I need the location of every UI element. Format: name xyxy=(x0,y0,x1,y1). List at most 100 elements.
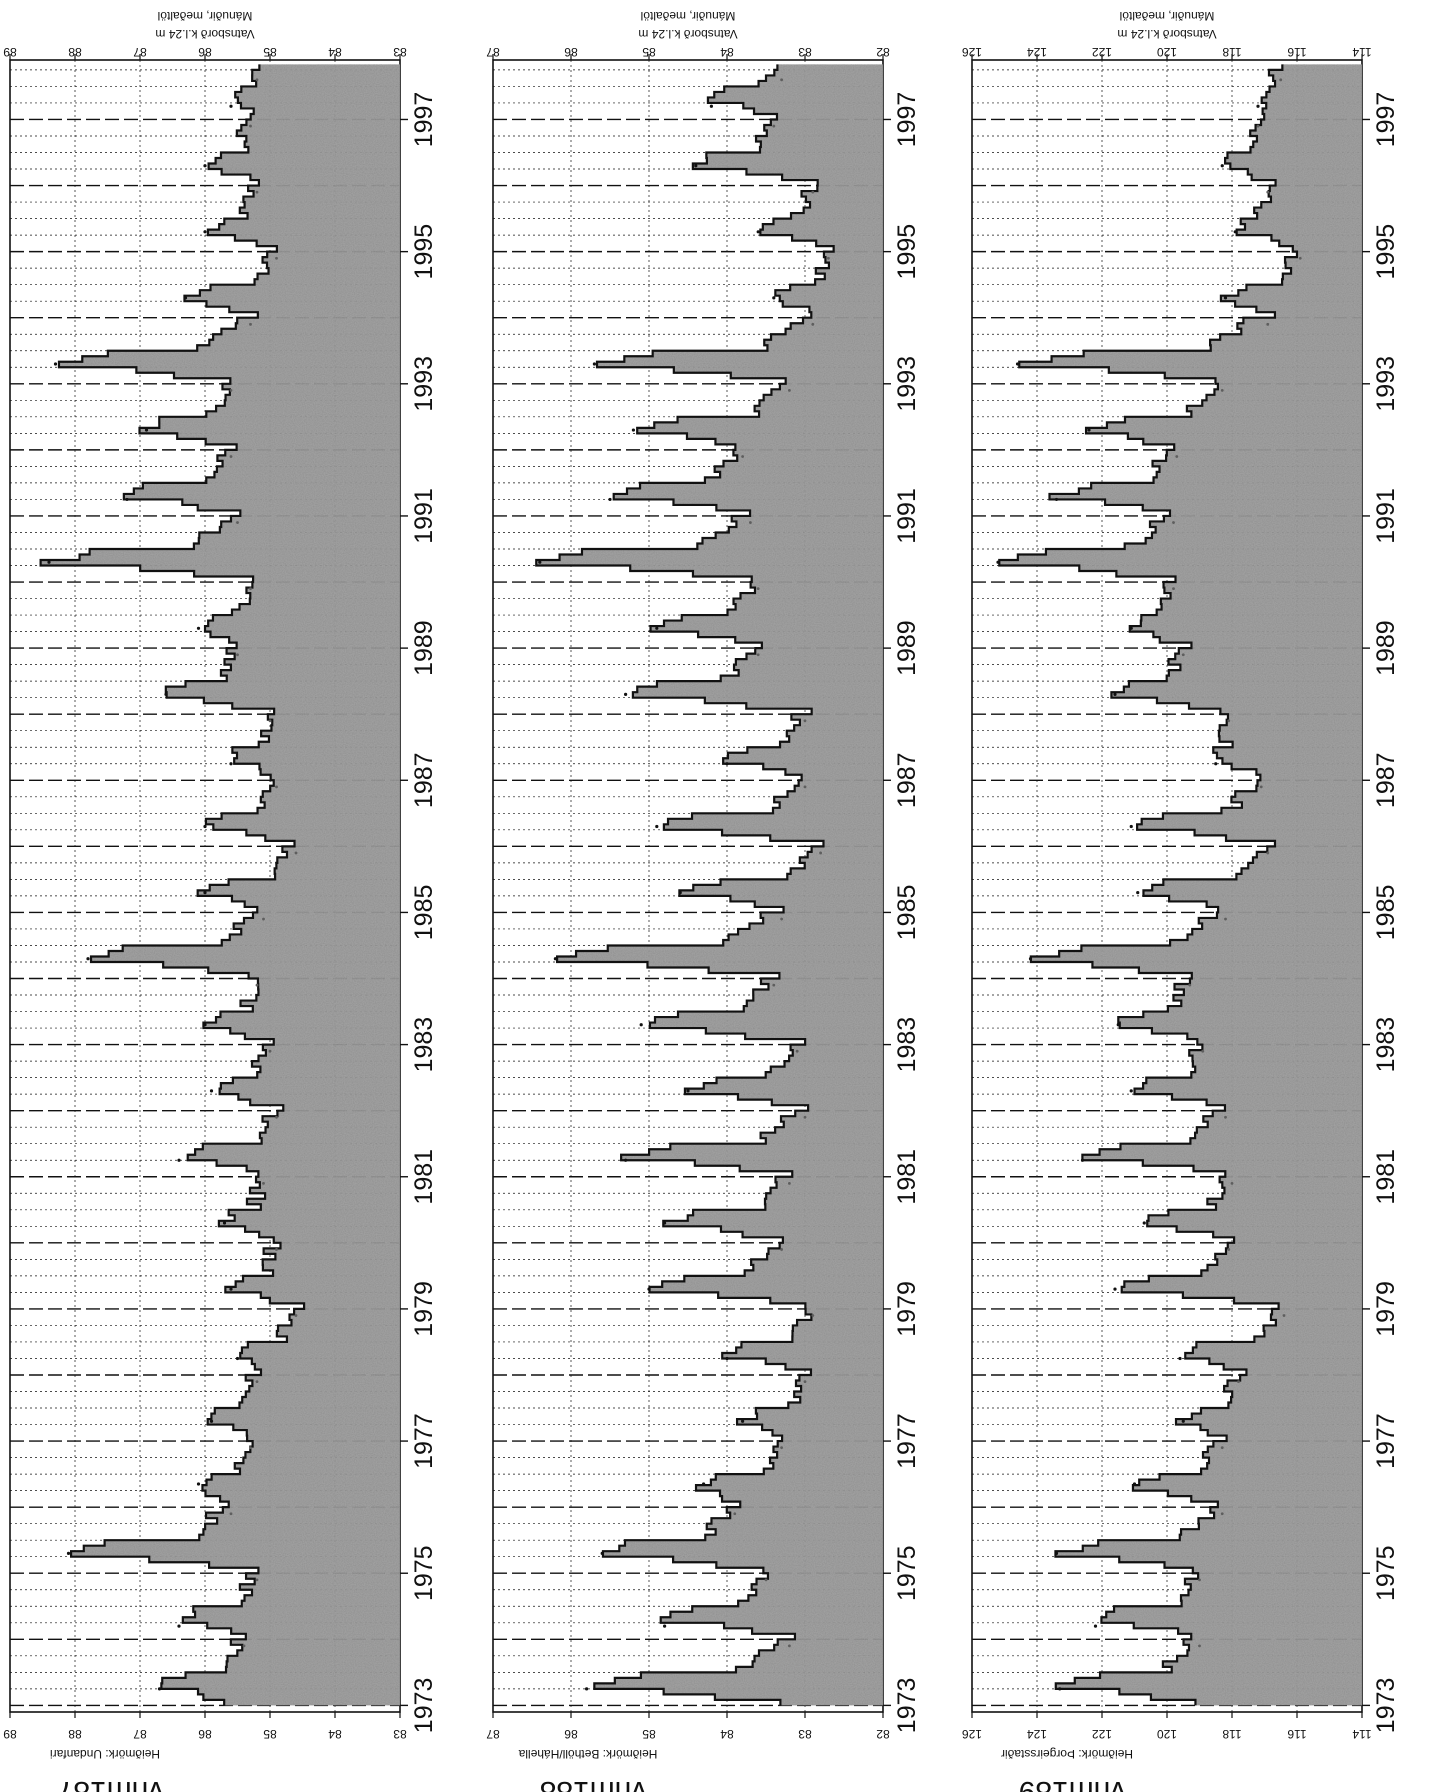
peak-point xyxy=(1028,957,1033,961)
x-tick-label: 1985 xyxy=(1372,885,1400,941)
station-id: vhm188 xyxy=(540,1775,647,1792)
minimum-point xyxy=(780,78,783,82)
benchmark-label: Heiðmörk: Þorgeirsstaðir xyxy=(1001,1747,1133,1761)
header-line-1: Vatnsborð k.l.24 m xyxy=(638,27,737,41)
peak-point xyxy=(624,692,628,696)
minimum-point xyxy=(1259,785,1263,789)
chart-panel-vhm188: 82 82 83 83 84 84 85 85 86 86 87 87 1973 1975 1977 1979… xyxy=(486,9,921,1792)
minimum-point xyxy=(255,190,259,194)
peak-point xyxy=(1136,891,1140,895)
x-tick-label: 1997 xyxy=(893,92,921,148)
minimum-point xyxy=(1220,1446,1224,1450)
minimum-point xyxy=(1220,1512,1224,1516)
y-tick-label: 87 xyxy=(133,45,147,59)
series-area xyxy=(999,64,1362,1706)
minimum-point xyxy=(1266,322,1270,326)
x-tick-label: 1973 xyxy=(893,1678,921,1734)
minimum-point xyxy=(1237,1380,1240,1383)
peak-point xyxy=(1015,362,1020,366)
y-tick-label: 118 xyxy=(1222,1727,1241,1741)
x-tick-label: 1985 xyxy=(893,885,921,941)
minimum-point xyxy=(811,322,815,326)
peak-point xyxy=(663,1221,667,1225)
minimum-point xyxy=(788,1644,791,1648)
peak-point xyxy=(1129,626,1133,630)
peak-point xyxy=(678,891,682,895)
y-tick-label: 116 xyxy=(1287,45,1306,59)
series-line xyxy=(535,64,835,1706)
minimum-point xyxy=(811,190,815,194)
x-tick-label: 1987 xyxy=(893,752,921,808)
minimum-point xyxy=(756,653,760,657)
x-tick-label: 1985 xyxy=(410,885,438,941)
x-tick-label: 1979 xyxy=(410,1281,438,1337)
peak-point xyxy=(756,230,760,234)
y-tick-label: 84 xyxy=(720,1727,734,1741)
minimum-point xyxy=(229,1512,233,1516)
peak-point xyxy=(709,104,714,108)
peak-point xyxy=(631,428,636,432)
y-tick-label: 85 xyxy=(642,45,656,59)
peak-point xyxy=(592,362,597,366)
minimum-point xyxy=(275,256,278,260)
x-tick-label: 1977 xyxy=(1372,1413,1400,1469)
minimum-point xyxy=(262,1181,265,1185)
peak-point xyxy=(686,1089,690,1093)
minimum-point xyxy=(803,1115,807,1119)
minimum-point xyxy=(268,1049,272,1053)
peak-point xyxy=(1142,1221,1146,1225)
x-tick-label: 1997 xyxy=(410,92,438,148)
y-tick-label: 84 xyxy=(328,45,342,59)
x-tick-label: 1989 xyxy=(893,620,921,676)
x-tick-label: 1989 xyxy=(1372,620,1400,676)
peak-point xyxy=(1132,1482,1137,1486)
x-tick-label: 1993 xyxy=(1372,356,1400,412)
peak-point xyxy=(1178,1356,1182,1361)
minimum-point xyxy=(1230,1181,1234,1185)
peak-point xyxy=(1093,1624,1098,1628)
minimum-point xyxy=(1266,851,1270,855)
y-tick-label: 85 xyxy=(263,1727,277,1741)
y-tick-label: 124 xyxy=(1027,1727,1047,1741)
station-id: vhm189 xyxy=(1019,1775,1126,1792)
y-tick-label: 89 xyxy=(3,45,17,59)
peak-point xyxy=(772,296,776,300)
minimum-point xyxy=(249,322,252,326)
peak-point xyxy=(203,824,207,829)
peak-point xyxy=(1129,824,1133,829)
y-tick-label: 82 xyxy=(876,45,890,59)
x-tick-label: 1983 xyxy=(410,1017,438,1073)
peak-point xyxy=(203,164,207,168)
minimum-point xyxy=(242,1644,246,1648)
minimum-point xyxy=(1181,653,1185,657)
minimum-point xyxy=(1198,1644,1201,1648)
y-tick-label: 86 xyxy=(198,45,212,59)
x-tick-label: 1991 xyxy=(893,488,921,544)
minimum-point xyxy=(1282,1314,1286,1317)
peak-point xyxy=(1116,1023,1120,1027)
y-tick-label: 88 xyxy=(68,45,82,59)
peak-point xyxy=(647,1287,651,1291)
peak-point xyxy=(66,1551,71,1556)
peak-point xyxy=(229,1287,233,1291)
x-tick-label: 1991 xyxy=(1372,488,1400,544)
peak-point xyxy=(1058,1687,1062,1691)
peak-point xyxy=(1220,164,1224,168)
peak-point xyxy=(655,626,659,630)
minimum-point xyxy=(1266,190,1270,194)
y-tick-label: 83 xyxy=(393,45,407,59)
minimum-point xyxy=(1224,1115,1227,1119)
peak-point xyxy=(553,957,558,961)
y-tick-label: 88 xyxy=(68,1727,82,1741)
x-tick-label: 1995 xyxy=(893,224,921,280)
header-line-2: Mánuðir, meðaltöl xyxy=(641,9,736,23)
peak-point xyxy=(177,1158,181,1162)
minimum-point xyxy=(1256,124,1260,128)
minimum-point xyxy=(249,1446,252,1450)
y-tick-label: 120 xyxy=(1157,1727,1177,1741)
x-tick-label: 1991 xyxy=(410,488,438,544)
minimum-point xyxy=(294,1314,298,1317)
peak-point xyxy=(183,296,188,300)
peak-point xyxy=(538,560,542,564)
